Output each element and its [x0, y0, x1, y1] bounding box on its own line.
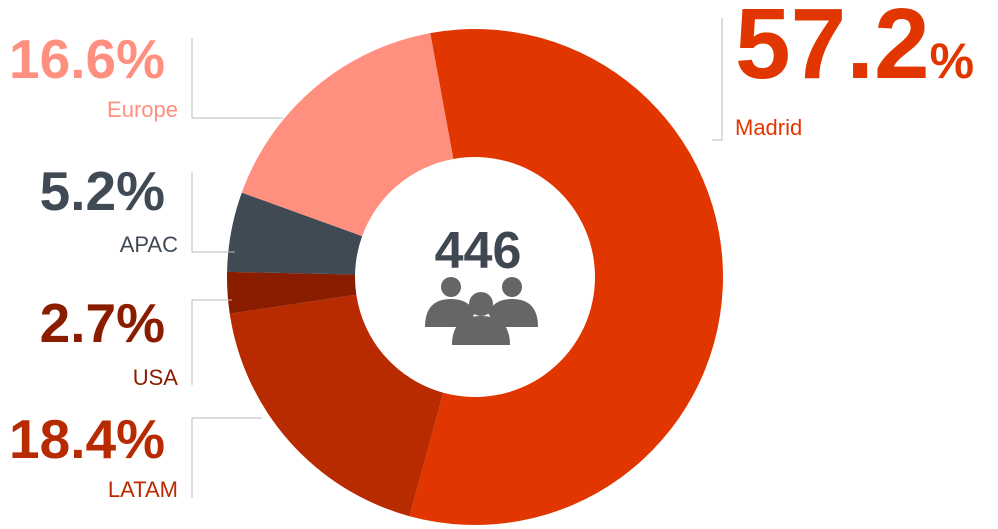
- slice: [241, 33, 454, 237]
- slice: [229, 294, 444, 517]
- category-label: LATAM: [108, 477, 178, 502]
- leader-line: [191, 38, 283, 119]
- center-value: 446: [435, 222, 522, 280]
- value-label: 5.2%: [40, 160, 165, 222]
- value-label: 16.6%: [9, 28, 165, 90]
- slice: [226, 271, 357, 314]
- value-label: 2.7%: [40, 292, 165, 354]
- leader-line: [191, 417, 262, 498]
- slice: [227, 192, 363, 275]
- category-label: APAC: [120, 232, 178, 257]
- slice: [409, 29, 723, 526]
- value-label: 18.4%: [9, 408, 165, 470]
- leader-line: [191, 299, 232, 385]
- category-label: Europe: [107, 97, 178, 122]
- people-icon: [425, 277, 538, 345]
- leader-line: [191, 172, 235, 253]
- leader-line: [712, 18, 723, 141]
- category-label: USA: [133, 365, 179, 390]
- value-label: 57.2%: [735, 0, 974, 100]
- category-label: Madrid: [735, 115, 802, 140]
- slices: [226, 29, 723, 526]
- labels: 57.2% Madrid 18.4% LATAM 2.7% USA 5.2% APAC 16.6…: [9, 0, 974, 502]
